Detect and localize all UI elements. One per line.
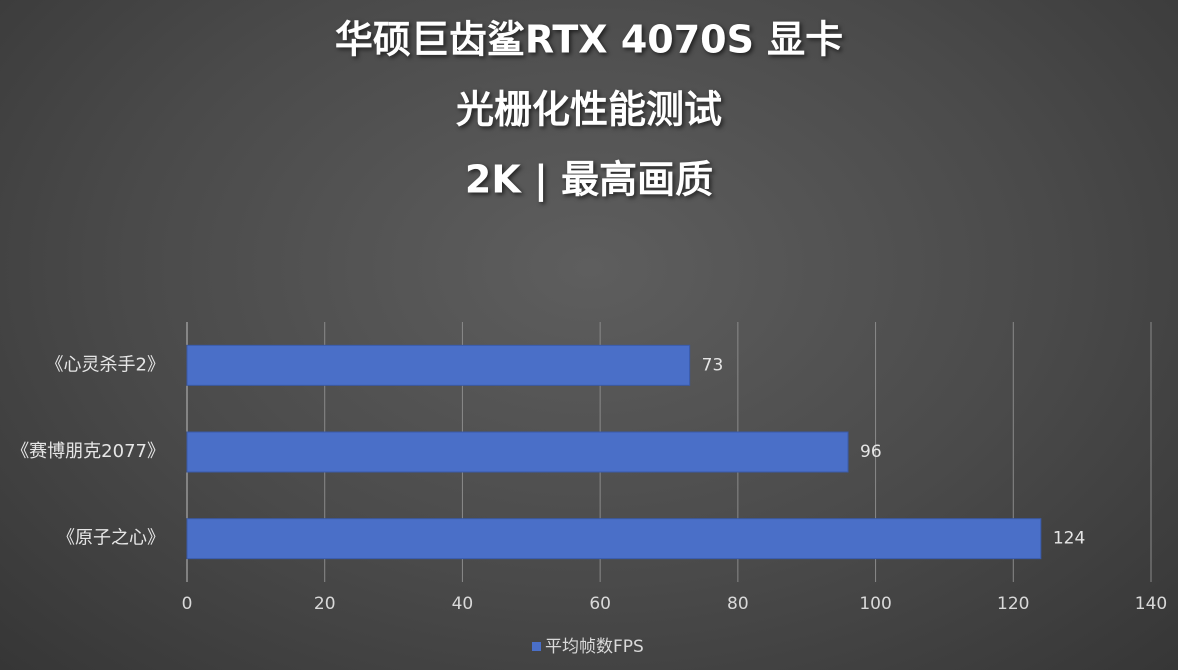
x-tick-label: 80 — [727, 594, 749, 614]
x-tick-label: 60 — [589, 594, 611, 614]
bar — [186, 518, 1042, 560]
chart-title: 2K | 最高画质 — [465, 158, 713, 203]
chart-title: 光栅化性能测试 — [456, 88, 722, 132]
chart-title: 华硕巨齿鲨RTX 4070S 显卡 — [335, 18, 843, 62]
legend-swatch — [532, 642, 541, 651]
data-label: 73 — [702, 355, 724, 375]
data-label: 124 — [1053, 529, 1085, 549]
y-tick-label: 《赛博朋克2077》 — [11, 441, 165, 462]
x-tick-label: 100 — [859, 594, 891, 614]
bar — [186, 344, 691, 386]
legend-label: 平均帧数FPS — [545, 637, 644, 657]
y-tick-label: 《原子之心》 — [57, 528, 165, 549]
x-tick-label: 0 — [182, 594, 193, 614]
y-tick-label: 《心灵杀手2》 — [46, 354, 165, 375]
x-tick-label: 20 — [314, 594, 336, 614]
x-tick-label: 120 — [997, 594, 1029, 614]
data-label: 96 — [860, 442, 882, 462]
bar — [186, 431, 849, 473]
x-tick-label: 140 — [1135, 594, 1167, 614]
x-tick-label: 40 — [452, 594, 474, 614]
